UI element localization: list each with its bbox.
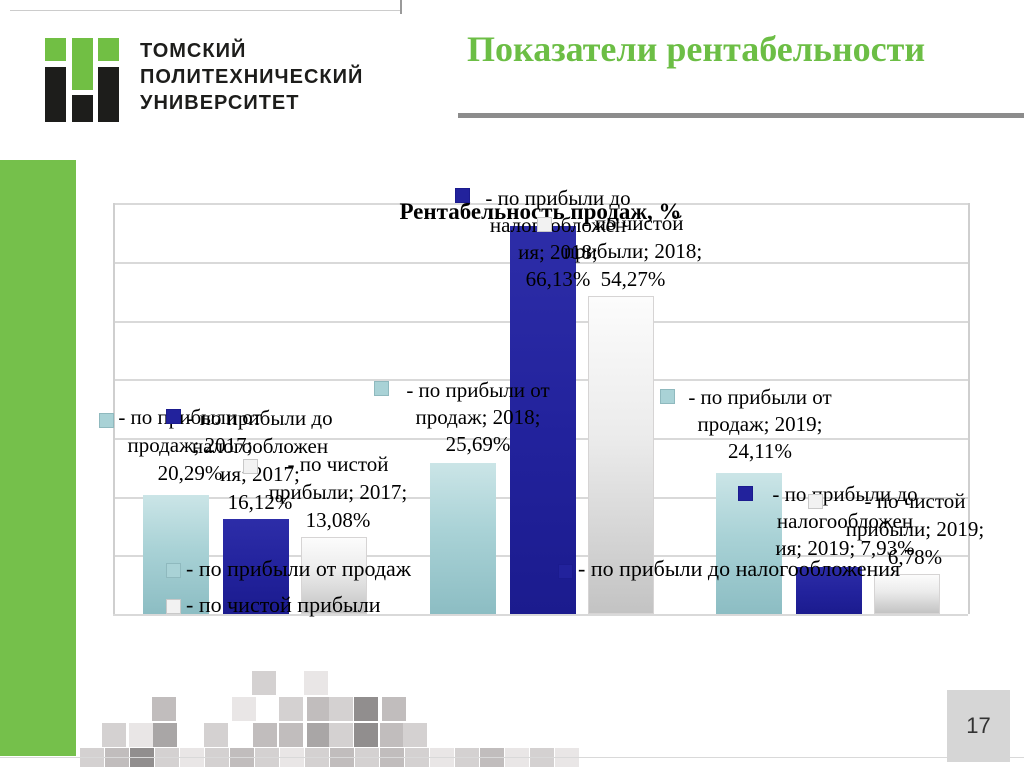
bar-2017-sales — [143, 495, 209, 614]
logo-block — [72, 38, 93, 90]
logo-text-line: ПОЛИТЕХНИЧЕСКИЙ — [140, 66, 364, 88]
gridline — [113, 614, 968, 616]
mosaic-square — [204, 723, 228, 747]
data-label-marker-2018-pretax — [455, 188, 470, 203]
plot-right-edge — [968, 203, 970, 614]
gridline — [113, 203, 968, 205]
header-divider — [458, 113, 1024, 118]
logo-block — [72, 95, 93, 122]
top-tick-line — [400, 0, 402, 14]
logo-block — [45, 67, 66, 122]
mosaic-square — [129, 723, 153, 747]
bar-2019-pretax — [796, 567, 862, 614]
data-label-2019-sales: - по прибыли от продаж; 2019; 24,11% — [688, 385, 832, 463]
data-label-2018-net: - по чистой прибыли; 2018; 54,27% — [563, 211, 703, 291]
bar-2017-pretax — [223, 519, 289, 614]
data-label-marker-2019-pretax — [738, 486, 753, 501]
legend-entry-pretax: - по прибыли до налогообложения — [578, 556, 901, 581]
legend-entry-net: - по чистой прибыли — [186, 592, 381, 617]
data-label-marker-2018-sales — [374, 381, 389, 396]
legend-marker-pretax — [558, 564, 573, 579]
mosaic-square — [153, 723, 177, 747]
mosaic-square — [329, 697, 353, 721]
data-label-2017-net: - по чистой прибыли; 2017; 13,08% — [268, 452, 408, 532]
mosaic-square — [253, 723, 277, 747]
mosaic-square — [354, 697, 378, 721]
mosaic-square — [403, 723, 427, 747]
page-title: Показатели рентабельности — [467, 29, 926, 69]
data-label-marker-2017-sales — [99, 413, 114, 428]
top-hairline — [10, 10, 402, 11]
data-label-2019-net: - по чистой прибыли; 2019; 6,78% — [845, 489, 985, 569]
bar-2017-net — [301, 537, 367, 614]
logo-block — [98, 67, 119, 122]
mosaic-square — [380, 723, 404, 747]
mosaic-square — [329, 723, 353, 747]
data-label-marker-2017-pretax — [166, 409, 181, 424]
mosaic-square — [307, 697, 331, 721]
data-label-2019-pretax: - по прибыли до налогообложен ия; 2019; 7,… — [772, 482, 918, 560]
mosaic-square — [279, 723, 303, 747]
data-label-marker-2018-net — [537, 217, 552, 232]
data-label-2018-sales: - по прибыли от продаж; 2018; 25,69% — [406, 378, 550, 456]
data-label-marker-2017-net — [243, 459, 258, 474]
logo-text-line: УНИВЕРСИТЕТ — [140, 92, 300, 114]
bottom-hairline — [0, 757, 1024, 758]
bar-2018-pretax — [510, 226, 576, 614]
bar-2019-net — [874, 574, 940, 614]
logo-block — [45, 38, 66, 61]
mosaic-square — [252, 671, 276, 695]
data-label-marker-2019-sales — [660, 389, 675, 404]
bar-2018-sales — [430, 463, 496, 614]
data-label-2017-sales: - по прибыли от продаж; 2017; 20,29% — [118, 405, 262, 485]
bar-2018-net — [588, 296, 654, 614]
data-label-marker-2019-net — [808, 494, 823, 509]
logo-block — [98, 38, 119, 61]
page-number: 17 — [947, 690, 1010, 762]
legend-marker-net — [166, 599, 181, 614]
mosaic-square — [354, 723, 378, 747]
data-label-2017-pretax: - по прибыли до налогообложен ия; 2017; 16,… — [187, 406, 333, 514]
mosaic-square — [279, 697, 303, 721]
mosaic-square — [382, 697, 406, 721]
logo-text: ТОМСКИЙ ПОЛИТЕХНИЧЕСКИЙ УНИВЕРСИТЕТ — [140, 38, 363, 116]
mosaic-square — [307, 723, 331, 747]
mosaic-square — [232, 697, 256, 721]
plot-left-edge — [113, 203, 115, 614]
green-sidebar — [0, 160, 76, 756]
legend-marker-sales — [166, 563, 181, 578]
logo-text-line: ТОМСКИЙ — [140, 40, 247, 62]
mosaic-square — [152, 697, 176, 721]
legend-entry-sales: - по прибыли от продаж — [186, 556, 411, 581]
data-label-2018-pretax: - по прибыли до налогообложен ия; 2018; 66,… — [485, 186, 631, 291]
mosaic-square — [304, 671, 328, 695]
mosaic-square — [102, 723, 126, 747]
